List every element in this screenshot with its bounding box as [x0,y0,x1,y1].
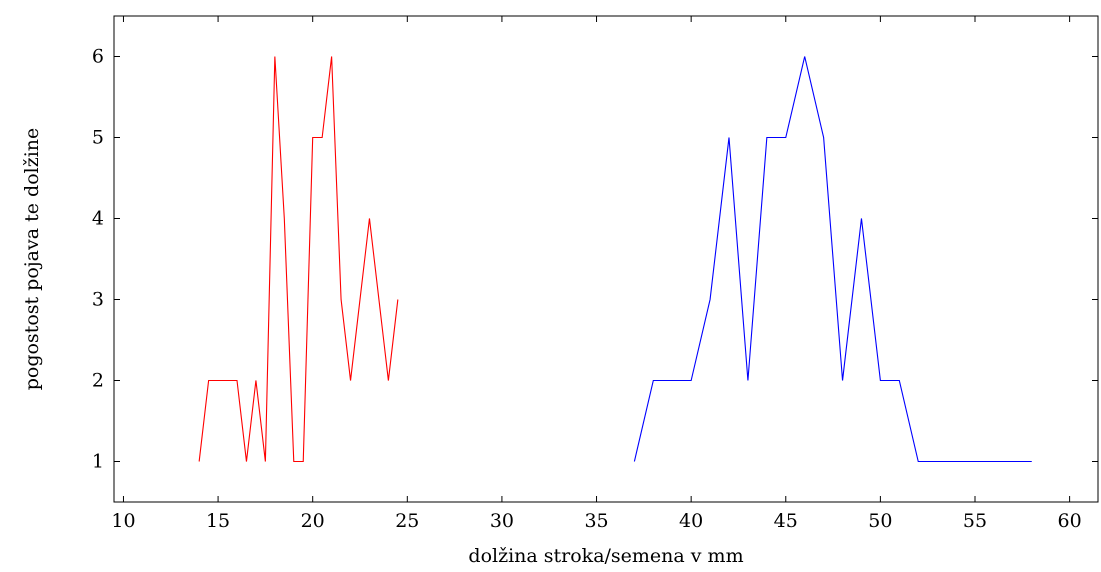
series-layer [198,56,1032,463]
x-tick-label: 30 [490,510,514,532]
y-tick-label: 3 [92,289,104,311]
plot-frame [113,15,1099,503]
series-line-2 [633,56,1032,463]
x-tick-label: 10 [111,510,135,532]
y-tick-label: 5 [92,127,104,149]
y-tick-label: 1 [92,451,104,473]
x-tick-label: 40 [679,510,703,532]
x-tick-label: 15 [206,510,230,532]
x-tick-label: 50 [868,510,892,532]
y-tick-label: 2 [92,370,104,392]
x-axis-label: dolžina stroka/semena v mm [468,545,743,567]
y-tick-label: 4 [92,208,104,230]
y-axis-label: pogostost pojava te dolžine [21,128,43,391]
x-tick-label: 55 [963,510,987,532]
series-line-1 [198,56,399,463]
x-tick-label: 25 [395,510,419,532]
x-tick-label: 45 [774,510,798,532]
x-tick-label: 20 [301,510,325,532]
x-tick-label: 35 [584,510,608,532]
x-tick-label: 60 [1058,510,1082,532]
y-tick-label: 6 [92,46,104,68]
